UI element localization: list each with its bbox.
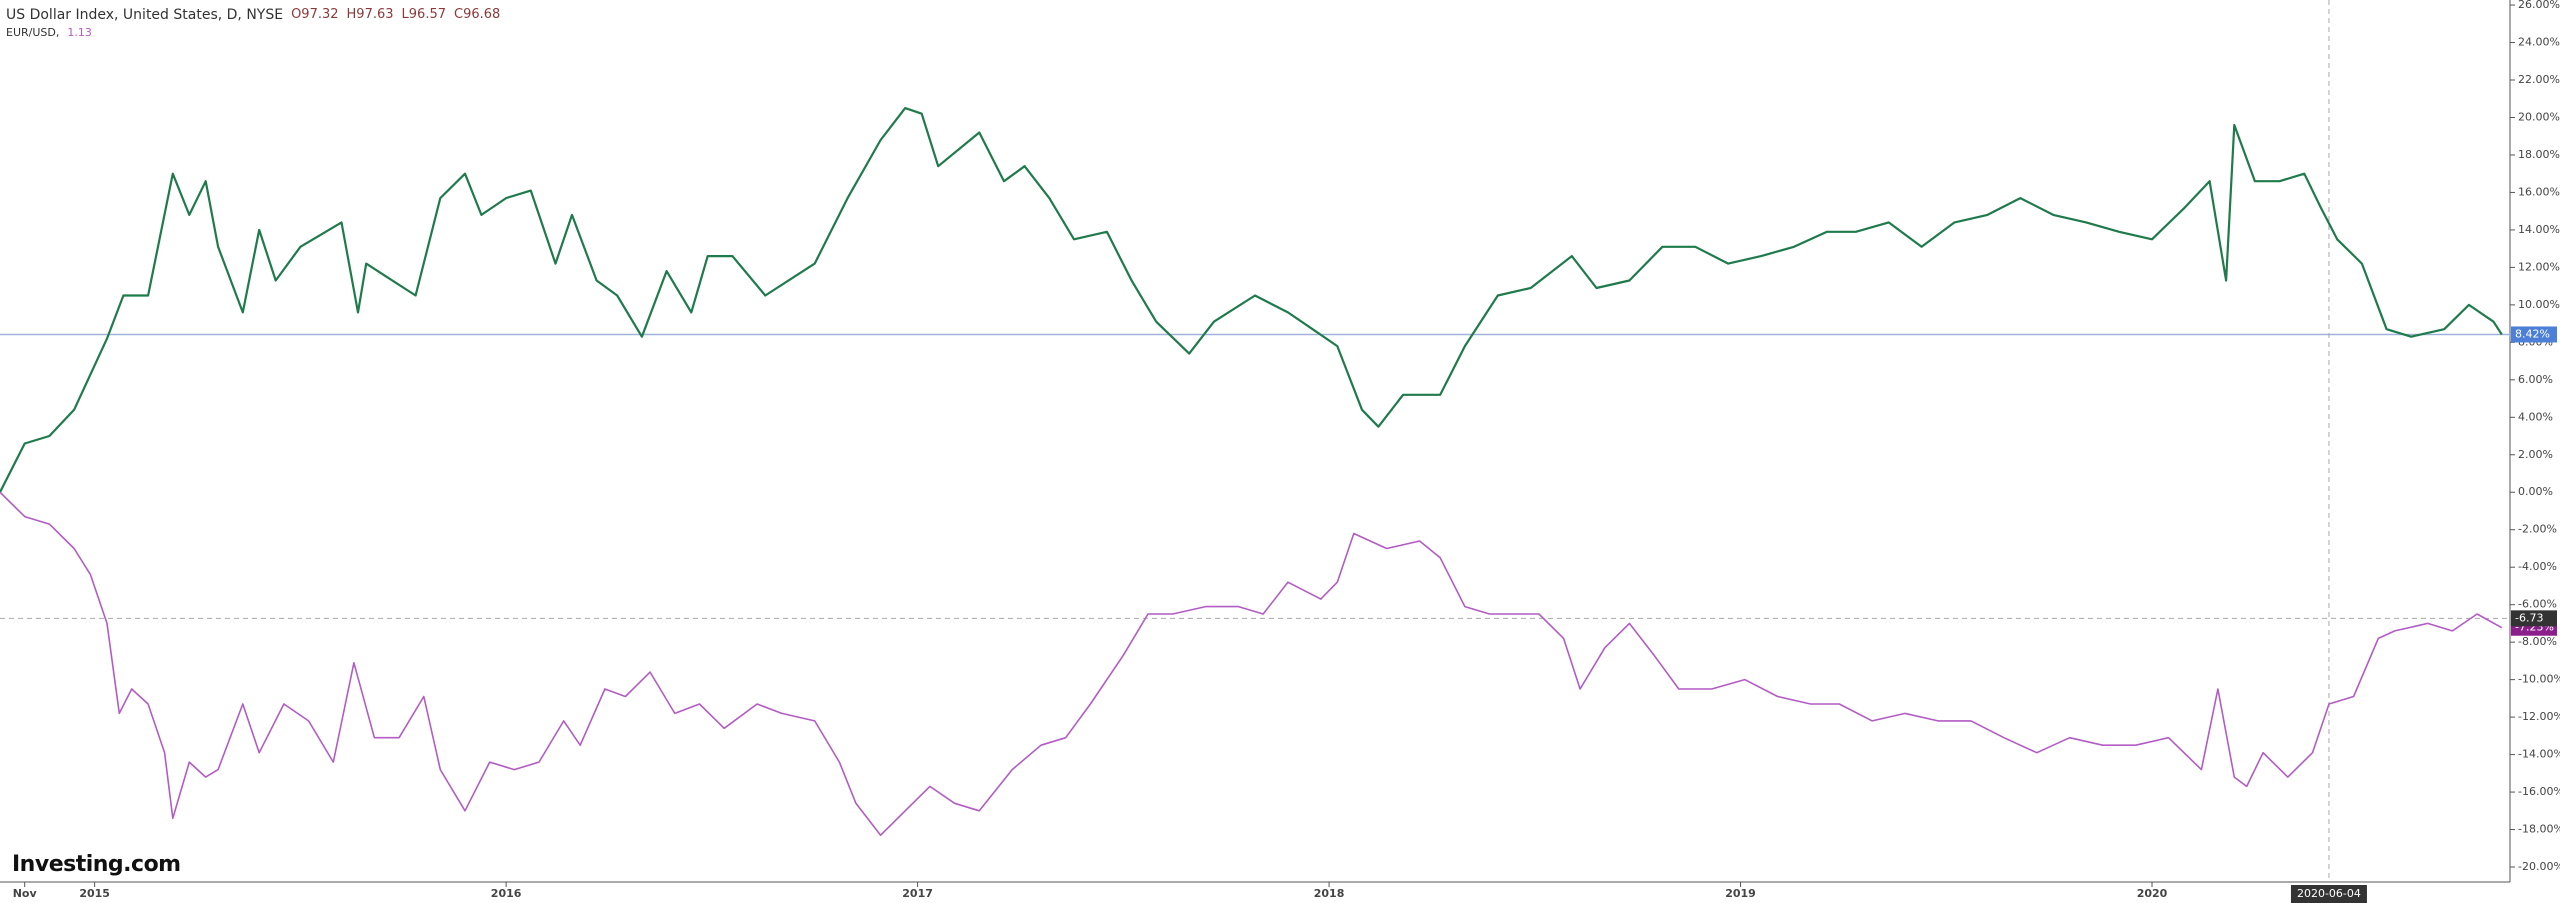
y-tick-label: 16.00% xyxy=(2518,185,2560,198)
y-tick-label: 20.00% xyxy=(2518,110,2560,123)
series-name: US Dollar Index, United States, D, NYSE xyxy=(6,7,284,23)
y-tick-label: -4.00% xyxy=(2518,560,2557,573)
y-tick-label: -10.00% xyxy=(2518,673,2560,686)
y-tick-label: 22.00% xyxy=(2518,73,2560,86)
y-tick-label: 0.00% xyxy=(2518,485,2553,498)
ohlc-low: L96.57 xyxy=(401,7,446,22)
x-tick-label: 2020 xyxy=(2137,887,2168,900)
price-badge-label: 8.42% xyxy=(2515,327,2550,340)
crosshair-y-label: -6.73 xyxy=(2515,611,2543,624)
y-tick-label: -14.00% xyxy=(2518,748,2560,761)
x-tick-label: 2016 xyxy=(491,887,522,900)
y-tick-label: 24.00% xyxy=(2518,36,2560,49)
y-tick-label: -16.00% xyxy=(2518,785,2560,798)
ohlc-close: C96.68 xyxy=(454,7,501,22)
y-tick-label: -2.00% xyxy=(2518,523,2557,536)
series-name: EUR/USD, xyxy=(6,26,60,39)
x-tick-label: 2017 xyxy=(902,887,933,900)
y-tick-label: -12.00% xyxy=(2518,710,2560,723)
y-tick-label: 14.00% xyxy=(2518,223,2560,236)
y-tick-label: 4.00% xyxy=(2518,410,2553,423)
crosshair-x-badge xyxy=(2290,885,2367,903)
series-line xyxy=(0,107,2503,493)
x-tick-label: 2015 xyxy=(79,887,110,900)
y-tick-label: -6.00% xyxy=(2518,598,2557,611)
legend: US Dollar Index, United States, D, NYSE … xyxy=(6,6,500,42)
quote: 1.13 xyxy=(67,26,92,39)
legend-row: US Dollar Index, United States, D, NYSE … xyxy=(6,6,500,24)
y-tick-label: -18.00% xyxy=(2518,823,2560,836)
ohlc-high: H97.63 xyxy=(346,7,394,22)
price-badge xyxy=(2511,326,2557,343)
logo: Investing.com xyxy=(12,852,181,877)
y-tick-label: 6.00% xyxy=(2518,373,2553,386)
y-tick-label: 26.00% xyxy=(2518,0,2560,11)
y-tick-label: 12.00% xyxy=(2518,260,2560,273)
x-tick-label: Nov xyxy=(13,887,38,900)
y-tick-label: 18.00% xyxy=(2518,148,2560,161)
legend-row: EUR/USD, 1.13 xyxy=(6,24,500,42)
crosshair-y-badge xyxy=(2511,610,2557,627)
ohlc-open: O97.32 xyxy=(291,7,339,22)
y-tick-label: 2.00% xyxy=(2518,448,2553,461)
x-tick-label: 2018 xyxy=(1314,887,1345,900)
y-tick-label: -8.00% xyxy=(2518,635,2557,648)
x-tick-label: 2019 xyxy=(1725,887,1756,900)
y-tick-label: 10.00% xyxy=(2518,298,2560,311)
series-line xyxy=(0,491,2503,836)
y-tick-label: -20.00% xyxy=(2518,860,2560,873)
crosshair-x-label: 2020-06-04 xyxy=(2297,887,2361,900)
